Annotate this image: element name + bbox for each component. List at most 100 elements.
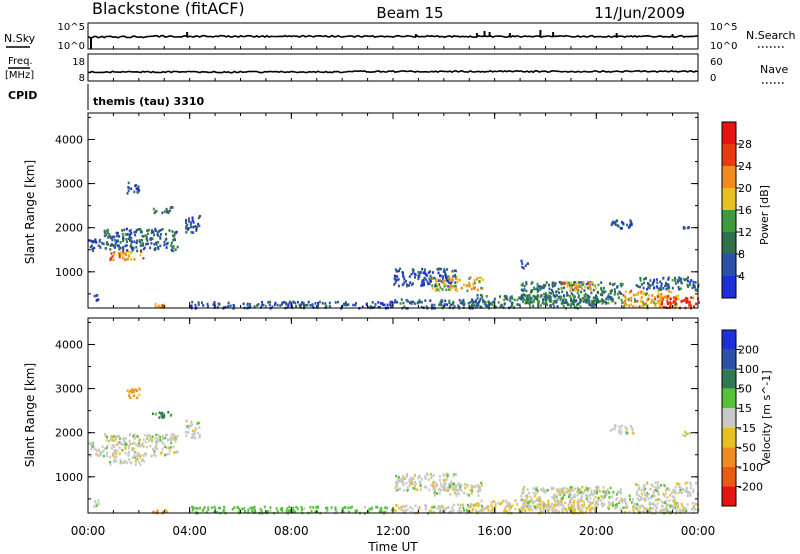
velocity-colorbar-swatch [722, 388, 736, 409]
scatter-cell [570, 488, 573, 491]
scatter-cell [643, 292, 645, 296]
scatter-cell [133, 258, 136, 261]
scatter-cell [586, 299, 589, 303]
scatter-cell [131, 248, 134, 252]
scatter-cell [460, 489, 463, 492]
scatter-cell [113, 460, 116, 463]
scatter-cell [504, 499, 507, 503]
scatter-cell [121, 256, 124, 259]
scatter-cell [337, 300, 340, 304]
scatter-cell [139, 454, 142, 457]
scatter-cell [535, 507, 538, 511]
scatter-cell [649, 487, 652, 491]
scatter-cell [373, 305, 376, 309]
scatter-cell [581, 510, 584, 513]
scatter-cell [509, 299, 512, 302]
scatter-cell [403, 505, 406, 508]
scatter-cell [131, 449, 134, 452]
scatter-cell [135, 454, 138, 458]
scatter-cell [551, 283, 554, 286]
scatter-cell [532, 501, 535, 504]
scatter-cell [442, 488, 445, 491]
scatter-cell [134, 460, 137, 463]
scatter-cell [354, 303, 357, 307]
scatter-cell [410, 481, 413, 484]
scatter-cell [664, 284, 667, 288]
scatter-cell [563, 282, 566, 285]
scatter-cell [680, 300, 683, 303]
scatter-cell [682, 227, 685, 230]
freq-tick-top: 18 [72, 57, 85, 68]
scatter-cell [571, 497, 573, 501]
scatter-cell [110, 447, 113, 450]
scatter-cell [135, 457, 138, 461]
scatter-cell [153, 243, 156, 246]
scatter-cell [103, 234, 106, 238]
scatter-cell [526, 301, 529, 305]
scatter-cell [118, 235, 121, 238]
scatter-cell [154, 454, 157, 457]
scatter-cell [532, 304, 535, 308]
scatter-cell [520, 294, 523, 297]
scatter-cell [127, 186, 130, 189]
scatter-cell [146, 239, 149, 242]
scatter-cell [161, 228, 164, 231]
scatter-cell [470, 503, 473, 507]
scatter-cell [479, 293, 482, 297]
scatter-cell [104, 247, 107, 250]
scatter-cell [518, 508, 520, 511]
scatter-cell [534, 506, 536, 509]
scatter-cell [249, 305, 252, 309]
scatter-cell [115, 456, 118, 459]
scatter-cell [109, 257, 112, 261]
scatter-cell [462, 298, 465, 302]
scatter-cell [446, 303, 449, 306]
scatter-cell [122, 257, 125, 260]
scatter-cell [114, 238, 117, 242]
scatter-cell [584, 511, 587, 514]
scatter-cell [130, 258, 133, 261]
scatter-cell [636, 293, 639, 296]
scatter-cell [484, 506, 487, 509]
scatter-cell [687, 285, 690, 288]
scatter-cell [481, 294, 484, 298]
scatter-cell [673, 303, 676, 307]
scatter-cell [397, 479, 400, 483]
scatter-cell [450, 303, 453, 307]
scatter-cell [656, 484, 659, 487]
scatter-cell [161, 434, 164, 438]
scatter-cell [688, 300, 691, 304]
scatter-cell [433, 491, 436, 494]
scatter-cell [131, 388, 134, 391]
scatter-cell [620, 430, 623, 434]
scatter-cell [92, 442, 94, 445]
scatter-cell [161, 415, 164, 418]
scatter-cell [566, 293, 569, 297]
scatter-cell [458, 305, 461, 309]
scatter-cell [380, 506, 383, 510]
scatter-cell [429, 279, 432, 283]
scatter-cell [414, 276, 416, 279]
scatter-cell [377, 301, 380, 304]
scatter-cell [325, 510, 328, 514]
scatter-cell [409, 301, 412, 304]
scatter-cell [653, 296, 656, 299]
scatter-cell [145, 445, 148, 449]
scatter-cell [585, 299, 588, 302]
scatter-cell [120, 443, 123, 446]
scatter-cell [652, 484, 654, 488]
scatter-cell [591, 299, 593, 303]
scatter-cell [167, 446, 170, 450]
scatter-cell [663, 494, 666, 498]
time-axis-title: Time UT [367, 540, 418, 554]
scatter-cell [395, 489, 398, 492]
scatter-cell [520, 507, 523, 510]
scatter-cell [103, 231, 106, 234]
scatter-cell [671, 286, 674, 290]
scatter-cell [525, 289, 528, 293]
scatter-cell [436, 288, 439, 291]
scatter-cell [439, 509, 442, 513]
scatter-cell [557, 287, 560, 291]
scatter-cell [453, 473, 456, 476]
